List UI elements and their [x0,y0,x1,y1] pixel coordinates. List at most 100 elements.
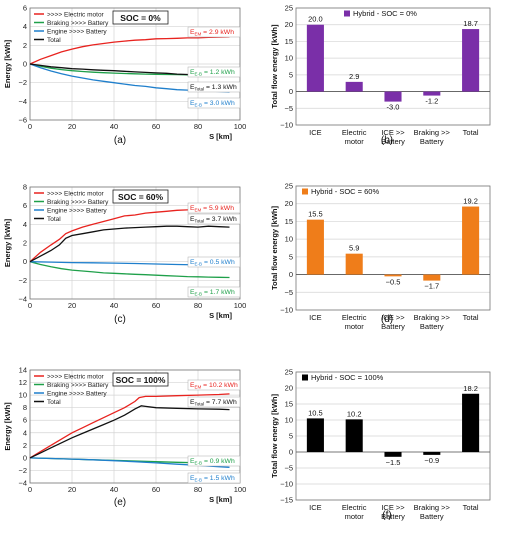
y-tick-label: 15 [285,400,293,409]
legend-entry: Total [47,37,61,44]
x-tick-label: 40 [110,485,118,494]
panel-d: −10 −5 0 5 10 15 20 25 Total flow energy [kWh] (d… [270,182,491,331]
bar-value-label: −1.7 [424,282,439,291]
y-tick-label: 25 [285,368,293,377]
panel-label: (a) [114,135,126,146]
plot-frame [29,186,241,300]
y-tick-label: 6 [23,416,27,425]
y-tick-label: −2 [18,276,27,285]
category-label: ICE [309,313,322,322]
y-tick-label: 0 [23,257,27,266]
category-label: motor [345,512,365,521]
panel-label: (e) [114,497,126,508]
y-tick-label: 10 [285,416,293,425]
x-tick-label: 40 [110,301,118,310]
x-tick-label: 80 [194,301,202,310]
category-label: Battery [381,512,405,521]
soc-label: SOC = 60% [118,192,164,202]
energy-annotation: EEM = 2.9 kWh [190,29,234,37]
panel-label: (c) [114,314,126,325]
y-tick-label: 2 [23,41,27,50]
y-axis-label: Total flow energy [kWh] [270,24,279,109]
category-label: motor [345,137,365,146]
y-tick-label: 20 [285,384,293,393]
y-tick-label: 0 [289,448,293,457]
bar-1 [306,418,324,452]
y-tick-label: 2 [23,239,27,248]
bar-5 [462,393,480,452]
bar-value-label: -1.2 [425,97,438,106]
x-tick-label: 60 [152,301,160,310]
y-axis-label: Total flow energy [kWh] [270,393,279,478]
bar-2 [345,81,363,92]
y-tick-label: 4 [23,220,27,229]
category-label: Electric [342,503,367,512]
annotation-box [187,97,241,109]
series-line-4 [29,225,230,263]
annotation-box [187,256,241,268]
annotation-box [187,26,241,38]
y-tick-label: 2 [23,441,27,450]
y-tick-label: 6 [23,4,27,13]
legend-entry: Total [47,216,61,223]
bar-value-label: −0.9 [424,456,439,465]
y-tick-label: 10 [285,54,293,63]
bar-value-label: 10.2 [347,409,362,418]
y-tick-label: 8 [23,183,27,192]
y-tick-label: 0 [23,60,27,69]
legend-swatch [302,188,308,195]
bar-2 [345,419,363,452]
y-tick-label: 5 [289,252,293,261]
category-label: Braking >> [414,503,451,512]
category-label: Battery [420,137,444,146]
soc-label: SOC = 100% [116,375,166,385]
energy-annotation: EE-B = 0.9 kWh [190,458,235,466]
annotation-box [187,202,241,214]
y-tick-label: −2 [18,466,27,475]
x-tick-label: 40 [110,122,118,131]
category-label: Battery [381,137,405,146]
legend-entry: Hybrid - SOC = 60% [311,187,379,196]
y-tick-label: 15 [285,217,293,226]
bar-1 [306,219,324,275]
category-label: ICE >> [381,128,405,137]
y-tick-label: 5 [289,432,293,441]
x-tick-label: 20 [68,122,76,131]
y-tick-label: 20 [285,199,293,208]
legend-entry: Total [47,399,61,406]
y-tick-label: −6 [18,116,27,125]
annotation-box [187,379,241,391]
y-tick-label: −10 [280,480,293,489]
bar-value-label: 10.5 [308,408,323,417]
annotation-box [187,455,241,467]
bar-2 [345,253,363,275]
category-label: Battery [420,512,444,521]
bar-value-label: 18.2 [463,384,478,393]
y-tick-label: 20 [285,20,293,29]
plot-frame [29,369,241,484]
y-tick-label: 15 [285,37,293,46]
x-tick-label: 60 [152,485,160,494]
bar-4 [423,452,441,455]
panel-label: (d) [381,314,393,325]
soc-box [112,372,169,387]
y-tick-label: −4 [18,295,27,304]
category-label: ICE >> [381,503,405,512]
bar-value-label: 19.2 [463,197,478,206]
y-axis-label: Total flow energy [kWh] [270,205,279,290]
legend-swatch [344,10,350,17]
y-tick-label: −15 [280,496,293,505]
annotation-box [187,472,241,484]
legend-entry: >>>> Electric motor [47,191,105,198]
x-tick-label: 80 [194,122,202,131]
x-tick-label: 20 [68,485,76,494]
category-label: Braking >> [414,313,451,322]
legend-swatch [302,374,308,381]
energy-annotation: EE-B = 0.5 kWh [190,259,235,267]
energy-annotation: ETotal = 7.7 kWh [190,399,237,407]
y-axis-label: Energy [kWh] [3,218,12,267]
annotation-box [187,213,241,225]
